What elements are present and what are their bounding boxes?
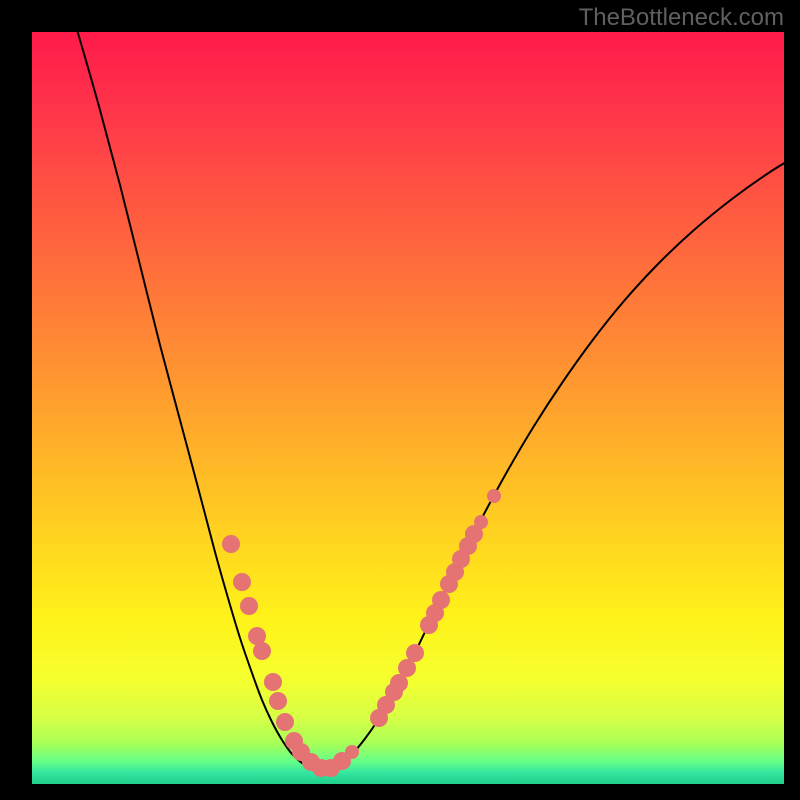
data-dot xyxy=(432,591,450,609)
data-dot xyxy=(276,713,294,731)
data-dot xyxy=(269,692,287,710)
data-dot xyxy=(222,535,240,553)
data-dot xyxy=(406,644,424,662)
bottleneck-curve xyxy=(65,0,800,770)
data-dot xyxy=(474,515,488,529)
data-dot xyxy=(240,597,258,615)
data-dot xyxy=(345,745,359,759)
data-dot xyxy=(487,489,501,503)
chart-overlay xyxy=(0,0,800,800)
data-dot xyxy=(264,673,282,691)
data-dot xyxy=(233,573,251,591)
data-dot xyxy=(253,642,271,660)
data-dots-group xyxy=(222,489,501,777)
